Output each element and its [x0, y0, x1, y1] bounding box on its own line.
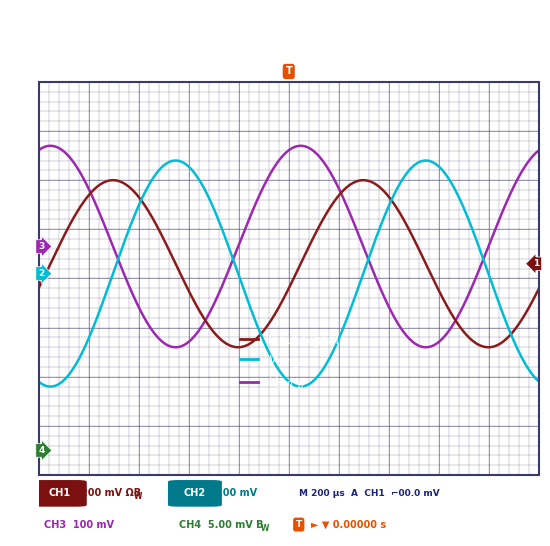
Text: T: T — [285, 67, 292, 76]
Text: CH3  100 mV: CH3 100 mV — [43, 520, 113, 530]
Text: 200 mV ΩB: 200 mV ΩB — [81, 488, 141, 498]
Text: T: T — [296, 520, 302, 529]
FancyBboxPatch shape — [34, 481, 86, 506]
Legend: Input Signal, $V_{OUT\_A}$, $V_{OUT\_B}$: Input Signal, $V_{OUT\_A}$, $V_{OUT\_B}$ — [235, 328, 344, 399]
Text: W: W — [134, 492, 142, 501]
Text: 3: 3 — [38, 242, 45, 251]
Text: 1: 1 — [533, 259, 540, 268]
Text: M 200 μs  A  CH1  ⌐00.0 mV: M 200 μs A CH1 ⌐00.0 mV — [299, 489, 439, 498]
Text: CH2: CH2 — [184, 488, 206, 498]
Text: ► ▼ 0.00000 s: ► ▼ 0.00000 s — [311, 520, 387, 530]
Text: 100 mV: 100 mV — [216, 488, 257, 498]
Text: 4: 4 — [38, 446, 45, 455]
FancyBboxPatch shape — [169, 481, 221, 506]
Text: 2: 2 — [38, 269, 45, 278]
Text: CH4  5.00 mV B: CH4 5.00 mV B — [179, 520, 263, 530]
Text: W: W — [261, 524, 270, 533]
Text: CH1: CH1 — [48, 488, 70, 498]
